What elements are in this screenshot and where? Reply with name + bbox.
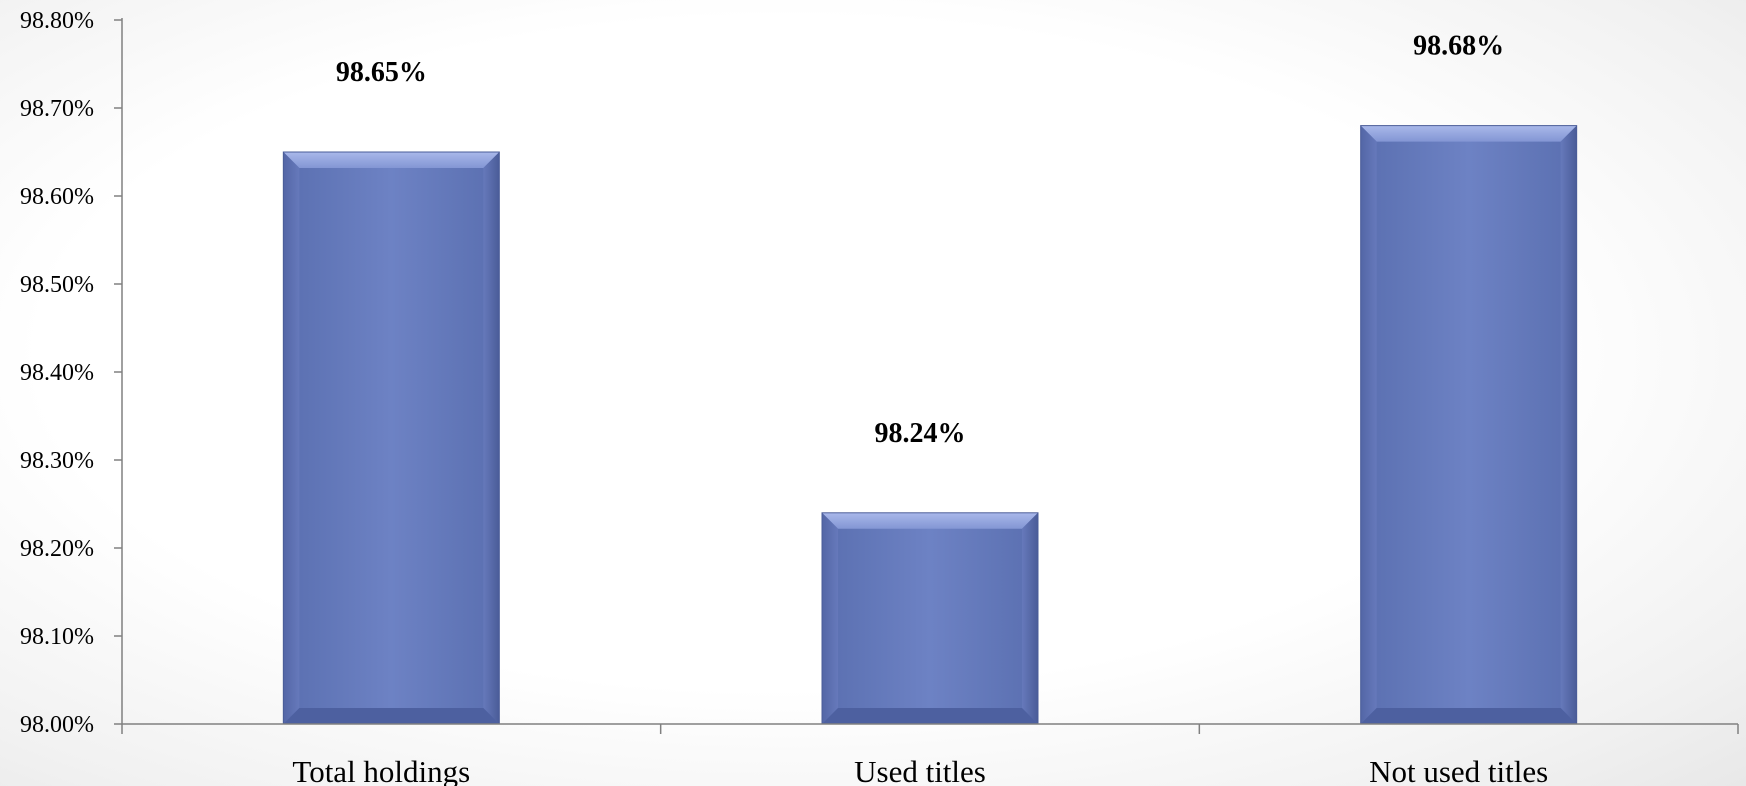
category-label: Not used titles xyxy=(1369,754,1548,786)
bar-bevel-bottom xyxy=(822,708,1038,724)
y-tick-label: 98.70% xyxy=(20,96,94,122)
bar-face xyxy=(822,512,1038,724)
bar-bevel-left xyxy=(283,152,300,724)
data-label: 98.65% xyxy=(336,57,427,88)
y-tick-label: 98.50% xyxy=(20,272,94,298)
y-tick-label: 98.80% xyxy=(20,8,94,34)
y-tick-label: 98.40% xyxy=(20,360,94,386)
bar-bevel-left xyxy=(1360,125,1377,725)
bars-layer xyxy=(282,125,1578,725)
bar-bevel-top xyxy=(822,512,1038,529)
labels-layer: 98.65% Total holdings 98.24% Used titles 98.… xyxy=(20,8,1548,786)
bar xyxy=(282,151,500,725)
bar-face xyxy=(1360,125,1577,725)
bar-face xyxy=(283,152,500,724)
y-tick-label: 98.20% xyxy=(20,536,94,562)
bar-bevel-right xyxy=(1022,512,1038,724)
bar-bevel-top xyxy=(1360,125,1577,142)
category-label: Total holdings xyxy=(292,754,470,786)
y-tick-label: 98.60% xyxy=(20,184,94,210)
bar-bevel-left xyxy=(822,512,838,724)
data-label: 98.68% xyxy=(1413,31,1504,62)
y-tick-label: 98.10% xyxy=(20,624,94,650)
bar-bevel-right xyxy=(1560,125,1577,725)
bar-bevel-top xyxy=(283,152,500,168)
y-tick-label: 98.30% xyxy=(20,448,94,474)
y-tick-label: 98.00% xyxy=(20,712,94,738)
bar-bevel-bottom xyxy=(1360,708,1577,724)
bar-bevel-bottom xyxy=(283,708,500,724)
axes-layer xyxy=(114,18,1739,734)
data-label: 98.24% xyxy=(875,418,966,449)
bar xyxy=(821,512,1039,725)
bar-bevel-right xyxy=(483,152,500,724)
category-label: Used titles xyxy=(854,754,986,786)
bar xyxy=(1360,125,1578,725)
